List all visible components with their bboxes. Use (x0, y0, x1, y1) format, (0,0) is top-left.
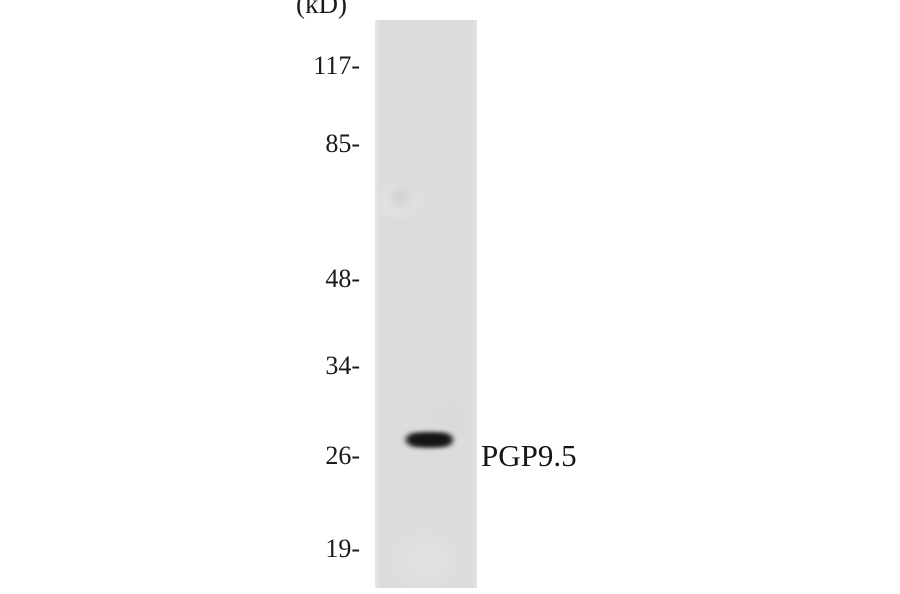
ladder-marker-85: 85- (325, 129, 360, 158)
ladder-marker-34: 34- (325, 351, 360, 380)
lane-smudge-artifact (389, 188, 413, 210)
lane-background-texture (375, 20, 477, 588)
ladder-marker-117: 117- (313, 51, 360, 80)
molecular-weight-units-label: (kD) (296, 0, 347, 19)
ladder-marker-48: 48- (325, 264, 360, 293)
protein-band-pgp95-core (409, 435, 449, 445)
ladder-marker-26: 26- (325, 441, 360, 470)
band-label-pgp95: PGP9.5 (481, 438, 577, 473)
gel-lane (375, 20, 477, 588)
ladder-marker-19: 19- (325, 534, 360, 563)
